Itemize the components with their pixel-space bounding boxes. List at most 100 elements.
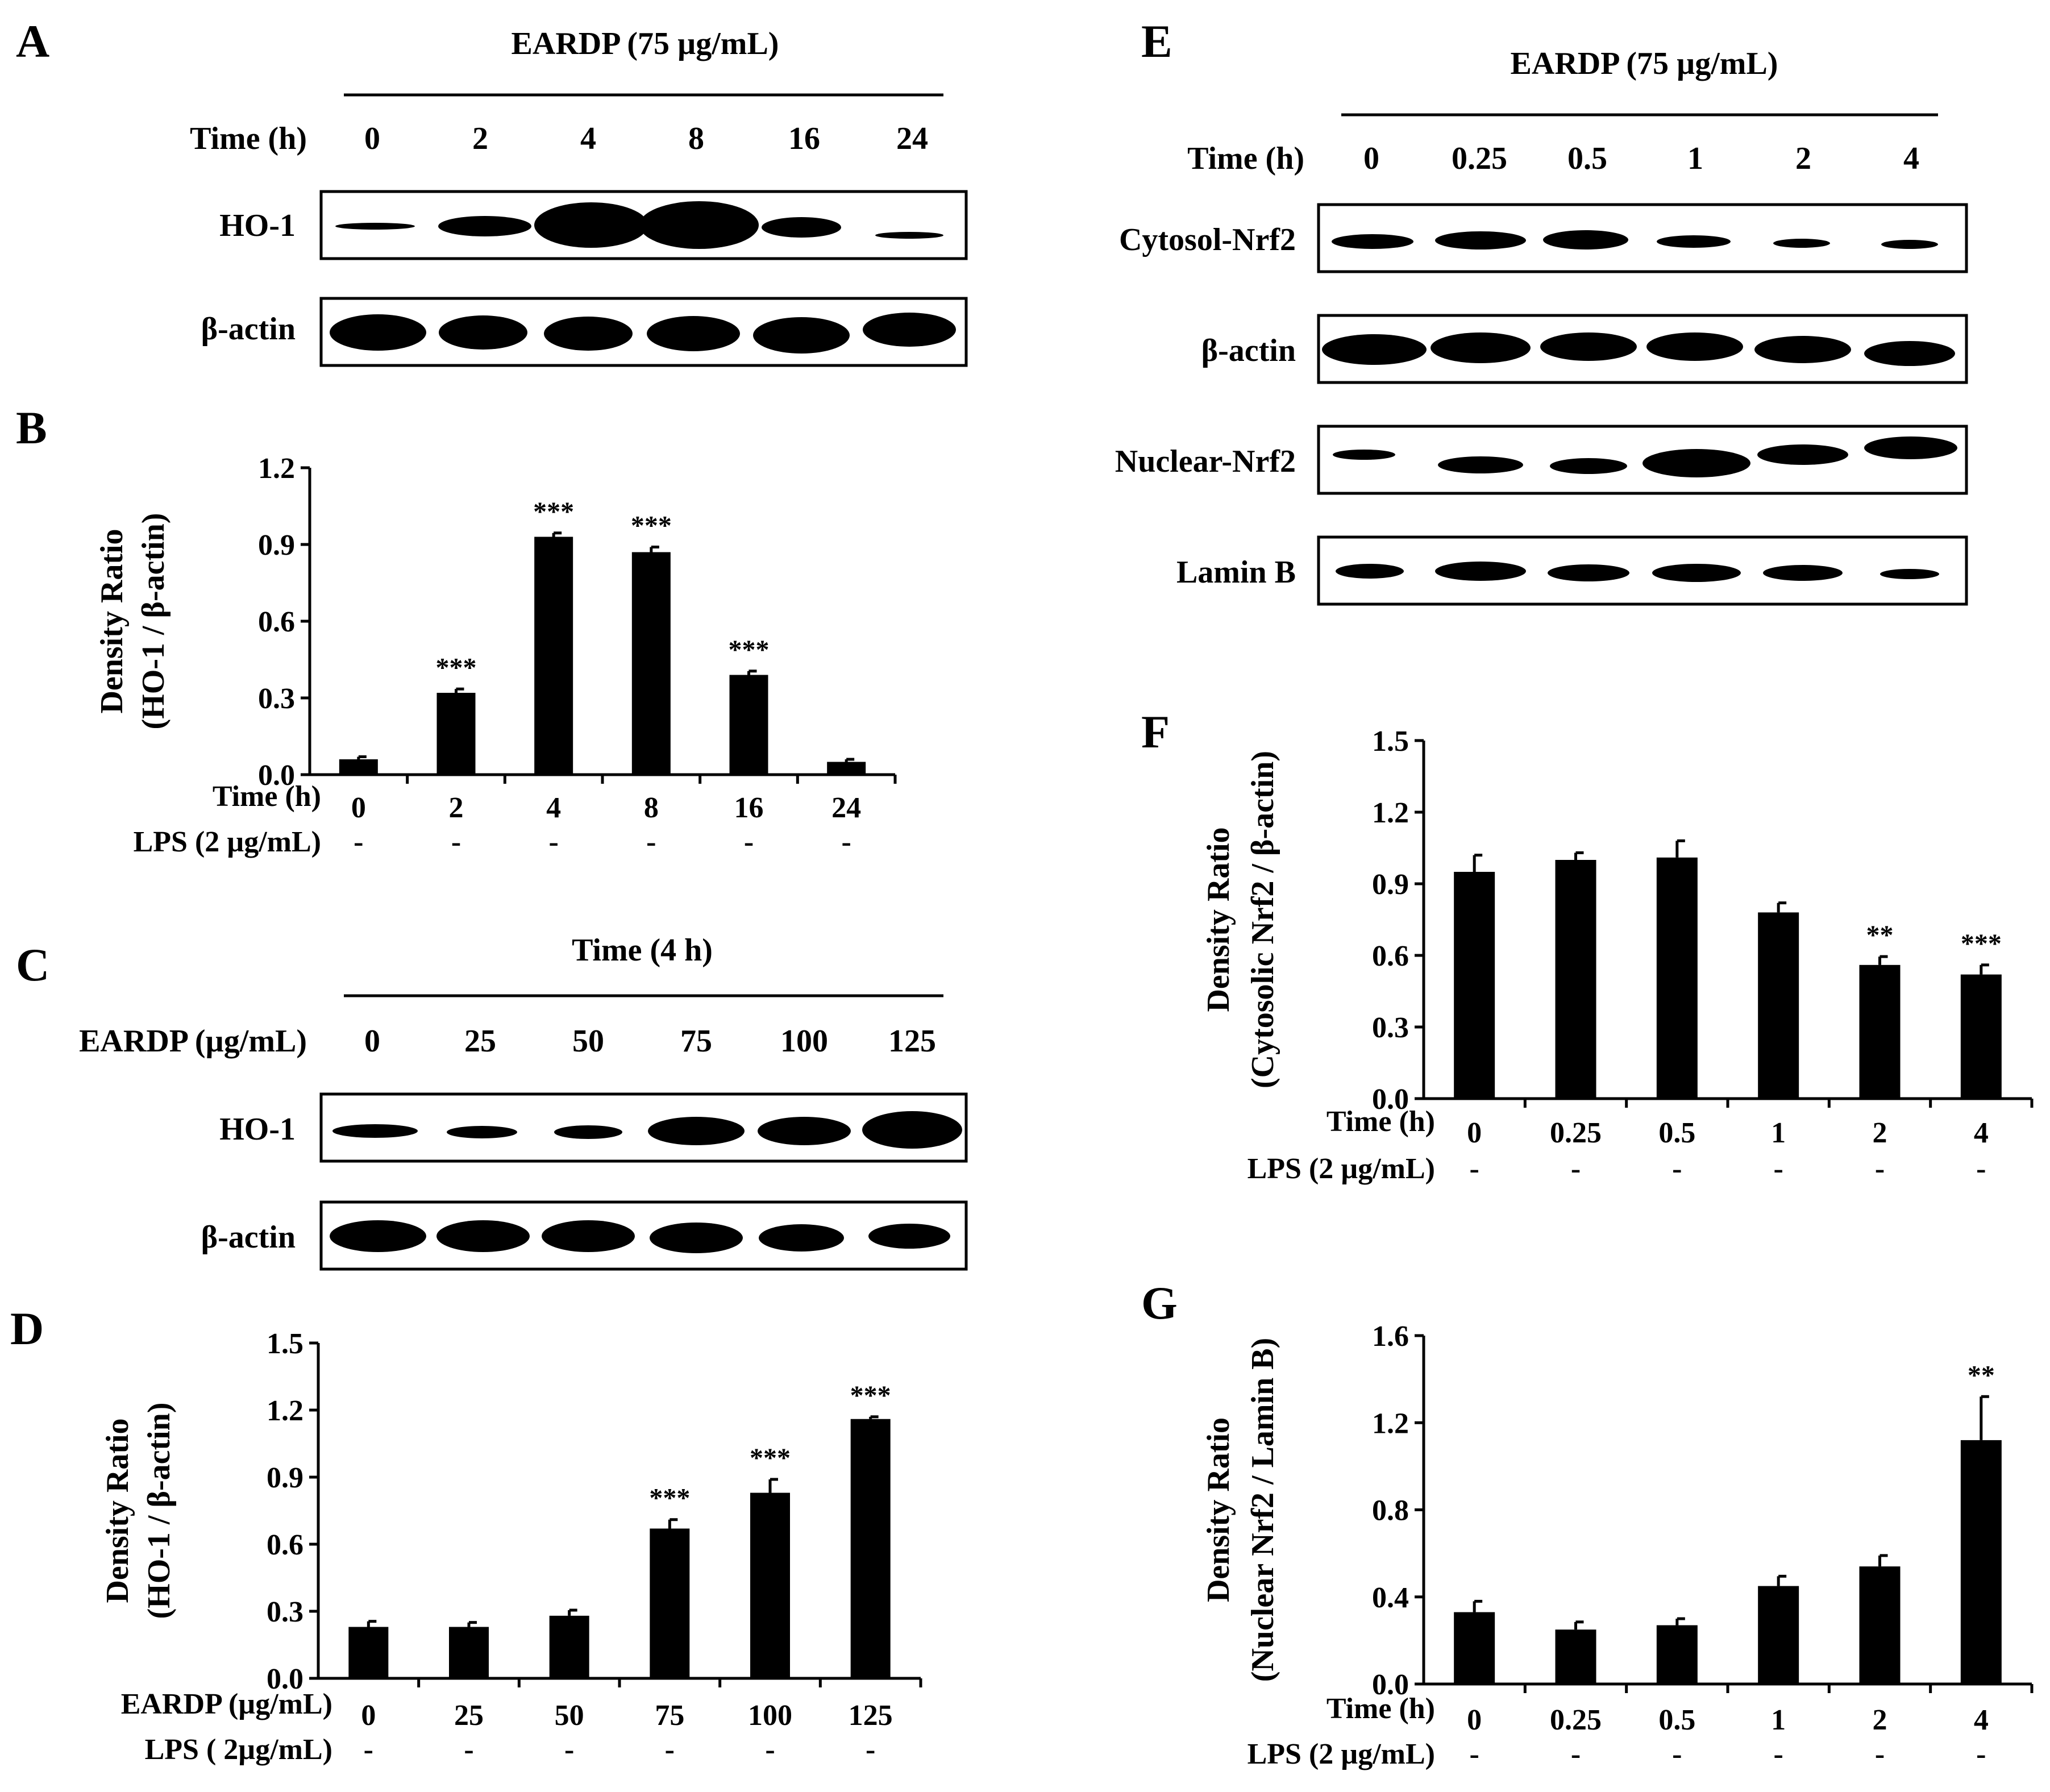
y-axis-subtitle: (Cytosolic Nrf2 / β-actin) (1245, 751, 1280, 1088)
panel-label-c: C (16, 939, 49, 991)
blot-band (1438, 456, 1523, 473)
blot-a-band-label-ho1: HO-1 (219, 208, 296, 243)
lps-row-label: LPS (2 µg/mL) (1248, 1153, 1435, 1185)
blot-a-col-label: 16 (788, 121, 820, 156)
blot-band (639, 201, 759, 249)
lps-indicator: - (1976, 1738, 1986, 1770)
blot-band (753, 317, 850, 354)
blot-c-col-label: 100 (780, 1024, 828, 1059)
lps-indicator: - (451, 826, 461, 858)
significance-marker: *** (533, 497, 574, 527)
bar (1860, 965, 1901, 1099)
blot-band (1333, 450, 1395, 460)
blot-band (542, 1220, 635, 1252)
blot-band (759, 1224, 844, 1252)
blot-band (762, 217, 841, 238)
blot-c-band-label-actin: β-actin (201, 1220, 296, 1255)
blot-band (330, 1220, 426, 1252)
lps-row-label: LPS (2 µg/mL) (1248, 1738, 1435, 1770)
blot-c-treatment: Time (4 h) (572, 933, 713, 968)
y-axis-subtitle: (Nuclear Nrf2 / Lamin B) (1245, 1338, 1280, 1682)
panel-label-d: D (10, 1303, 44, 1354)
blot-band (1332, 234, 1413, 249)
x-category-label: 16 (734, 792, 764, 824)
blot-band (1864, 436, 1957, 459)
blot-band (648, 1117, 745, 1145)
bar (339, 759, 378, 775)
lps-indicator: - (1571, 1738, 1581, 1770)
x-category-label: 4 (1974, 1117, 1989, 1149)
lps-indicator: - (1875, 1153, 1885, 1185)
blot-band (330, 314, 426, 351)
y-tick-label: 1.2 (1372, 797, 1409, 829)
x-category-label: 50 (555, 1699, 584, 1732)
lps-indicator: - (1571, 1153, 1581, 1185)
y-axis-title: Density Ratio (94, 529, 130, 713)
bar (827, 762, 866, 775)
y-tick-label: 0.3 (267, 1596, 303, 1628)
x-category-label: 75 (655, 1699, 684, 1732)
lps-row-label: LPS ( 2µg/mL) (145, 1733, 332, 1766)
significance-marker: *** (729, 635, 770, 665)
blot-band (436, 1220, 530, 1252)
lps-indicator: - (1774, 1153, 1783, 1185)
significance-marker: *** (649, 1483, 690, 1514)
blot-e-band-label-nuclear: Nuclear-Nrf2 (1115, 444, 1296, 479)
y-tick-label: 0.3 (1372, 1012, 1409, 1044)
blot-a-col-label: 24 (896, 121, 928, 156)
significance-marker: *** (1961, 929, 2002, 959)
x-row-label: Time (h) (1327, 1105, 1435, 1138)
western-blot-e: EARDP (75 µg/mL) Time (h) 0 0.25 0.5 1 2… (1115, 46, 1966, 604)
blot-e-col-label: 1 (1687, 141, 1703, 176)
bar (1758, 912, 1799, 1099)
x-category-label: 4 (546, 792, 561, 824)
blot-a-band-label-actin: β-actin (201, 311, 296, 347)
bar (348, 1627, 388, 1678)
lps-indicator: - (1976, 1153, 1986, 1185)
bar (1860, 1566, 1901, 1684)
panel-label-a: A (16, 15, 49, 67)
bar-chart-f: 0.00.30.60.91.21.50-0.25-0.5-1-**2-***4-… (1201, 725, 2032, 1185)
blot-e-col-label: 2 (1795, 141, 1811, 176)
y-tick-label: 1.2 (258, 452, 295, 485)
lps-indicator: - (1470, 1153, 1479, 1185)
blot-band (1757, 444, 1848, 465)
blot-band (1754, 336, 1851, 363)
bar (1961, 975, 2002, 1099)
blot-band (335, 223, 415, 230)
blot-e-laminb-membrane (1319, 537, 1966, 604)
x-category-label: 0.25 (1550, 1117, 1602, 1149)
panel-label-f: F (1141, 706, 1170, 758)
y-tick-label: 0.8 (1372, 1495, 1409, 1527)
blot-band (1881, 240, 1938, 249)
blot-c-band-label-ho1: HO-1 (219, 1112, 296, 1147)
x-category-label: 1 (1771, 1704, 1786, 1736)
blot-c-col-label: 0 (364, 1024, 380, 1059)
x-row-label: EARDP (µg/mL) (121, 1688, 332, 1720)
blot-band (758, 1117, 851, 1145)
lps-indicator: - (1774, 1738, 1783, 1770)
x-category-label: 2 (1873, 1704, 1887, 1736)
x-category-label: 0 (1467, 1704, 1482, 1736)
x-category-label: 8 (644, 792, 659, 824)
blot-band (868, 1224, 950, 1249)
panel-label-b: B (16, 402, 47, 454)
lps-indicator: - (866, 1733, 875, 1766)
lps-indicator: - (744, 826, 754, 858)
bar (851, 1419, 891, 1678)
lps-indicator: - (464, 1733, 473, 1766)
x-category-label: 2 (449, 792, 464, 824)
blot-band (1548, 564, 1629, 581)
lps-indicator: - (1470, 1738, 1479, 1770)
x-category-label: 100 (748, 1699, 792, 1732)
blot-a-col-label: 8 (688, 121, 704, 156)
blot-a-col-label: 4 (580, 121, 596, 156)
x-category-label: 0 (351, 792, 366, 824)
y-tick-label: 0.6 (1372, 940, 1409, 972)
western-blot-c: Time (4 h) EARDP (µg/mL) 0 25 50 75 100 … (79, 933, 966, 1269)
x-category-label: 4 (1974, 1704, 1989, 1736)
y-tick-label: 0.6 (267, 1529, 303, 1561)
bar (534, 537, 573, 775)
blot-band (875, 232, 943, 239)
bar (632, 552, 671, 775)
